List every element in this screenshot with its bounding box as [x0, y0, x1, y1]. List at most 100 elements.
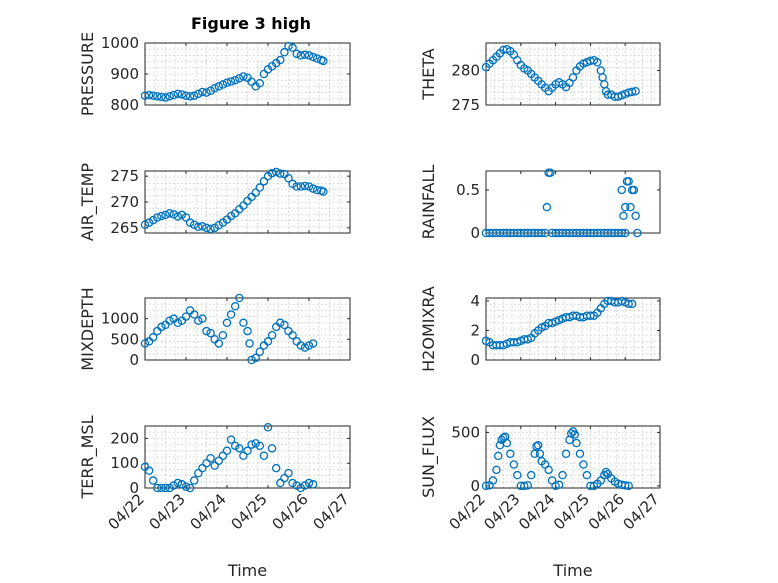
h2omixra-axes: 0 2 4 H2OMIXRA: [419, 286, 661, 372]
mixdepth-point: [214, 339, 224, 348]
pressure-point: [157, 92, 166, 102]
mixdepth-ylabel: MIXDEPTH: [78, 287, 97, 370]
terr-msl-point: [235, 444, 244, 453]
theta-point: [627, 87, 637, 97]
pressure-markers: [140, 41, 328, 102]
rainfall-ytick-label: 0.5: [456, 181, 480, 199]
pressure-point: [218, 80, 228, 89]
terr-msl-point: [206, 453, 215, 463]
pressure-point: [206, 86, 215, 95]
mixdepth-point: [251, 353, 260, 363]
sun-flux-point: [567, 429, 576, 438]
mixdepth-point: [218, 330, 228, 340]
rainfall-point: [546, 168, 555, 177]
theta-axes-box: [485, 42, 661, 106]
mixdepth-point: [153, 326, 162, 336]
air-temp-point: [284, 173, 293, 183]
mixdepth-grid: [144, 298, 351, 360]
theta-ytick-label: 280: [451, 62, 480, 80]
mixdepth-point: [226, 310, 236, 319]
sun-flux-point: [488, 476, 498, 485]
terr-msl-point: [271, 463, 281, 473]
air-temp-point: [259, 177, 269, 186]
terr-msl-xtick-label: 04/24: [187, 490, 230, 533]
terr-msl-ytick-label: 0: [129, 479, 139, 497]
sun-flux-point: [575, 449, 585, 459]
sun-flux-point: [530, 449, 539, 459]
pressure-point: [230, 75, 240, 85]
terr-msl-point: [144, 466, 154, 475]
terr-msl-point: [222, 446, 232, 456]
air-temp-ylabel: AIR_TEMP: [78, 163, 98, 241]
terr-msl-point: [214, 456, 224, 465]
terr-msl-xtick-label: 04/22: [105, 490, 148, 533]
sun-flux-xtick-label: 04/26: [585, 490, 628, 533]
mixdepth-point: [157, 322, 166, 332]
rainfall-point: [626, 202, 635, 212]
pressure-ytick-label: 1000: [101, 34, 139, 52]
theta-point: [600, 80, 609, 89]
theta-point: [631, 86, 640, 96]
terr-msl-xtick-label: 04/23: [146, 490, 189, 533]
h2omixra-ytick-label: 4: [470, 292, 480, 310]
air-temp-point: [304, 182, 314, 191]
air-temp-point: [173, 212, 183, 221]
h2omixra-ylabel: H2OMIXRA: [419, 286, 438, 372]
theta-point: [568, 73, 578, 82]
air-temp-point: [202, 223, 211, 233]
terr-msl-point: [218, 451, 228, 461]
h2omixra-point: [624, 299, 633, 309]
pressure-point: [153, 92, 162, 101]
terr-msl-point: [239, 451, 248, 461]
sun-flux-point: [535, 449, 545, 459]
terr-msl-point: [308, 480, 318, 489]
sun-flux-point: [523, 481, 533, 490]
h2omixra-point: [627, 299, 637, 309]
pressure-point: [198, 87, 207, 97]
mixdepth-point: [222, 318, 232, 328]
theta-point: [593, 58, 602, 67]
rainfall-ytick-label: 0: [470, 224, 480, 242]
mixdepth-point: [140, 339, 150, 348]
mixdepth-point: [189, 310, 199, 319]
theta-ytick-label: 275: [451, 96, 480, 114]
air-temp-point: [194, 222, 203, 232]
pressure-point: [161, 93, 170, 102]
terr-msl-xtick-label: 04/25: [228, 490, 271, 533]
air-temp-point: [308, 184, 318, 193]
pressure-point: [226, 77, 236, 86]
sun-flux-point: [506, 449, 515, 459]
pressure-ytick-label: 800: [110, 96, 139, 114]
air-temp-point: [165, 209, 174, 218]
mixdepth-point: [263, 337, 273, 346]
mixdepth-point: [181, 312, 191, 321]
sun-flux-ylabel: SUN_FLUX: [419, 416, 439, 498]
mixdepth-point: [300, 343, 310, 352]
terr-msl-point: [198, 463, 207, 473]
terr-msl-point: [276, 478, 285, 488]
pressure-point: [148, 91, 158, 100]
air-temp-point: [157, 211, 166, 221]
terr-msl-point: [173, 478, 183, 488]
pressure-point: [284, 41, 293, 51]
sun-flux-xtick-label: 04/22: [446, 490, 489, 533]
terr-msl-point: [161, 483, 170, 493]
terr-msl-point: [280, 473, 289, 483]
mixdepth-point: [148, 333, 158, 342]
terr-msl-point: [292, 481, 301, 490]
air-temp-point: [296, 182, 306, 191]
sun-flux-point: [526, 470, 536, 480]
terr-msl-xtick-label: 04/26: [269, 490, 312, 533]
mixdepth-point: [245, 339, 254, 348]
mixdepth-point: [239, 318, 248, 328]
pressure-point: [235, 74, 244, 83]
terr-msl-point: [255, 441, 265, 451]
mixdepth-point: [165, 316, 174, 325]
rainfall-markers: [481, 168, 642, 238]
terr-msl-xtick-label: 04/27: [310, 490, 353, 533]
terr-msl-point: [267, 444, 277, 453]
theta-ylabel: THETA: [419, 48, 438, 100]
terr-msl-point: [259, 451, 269, 461]
sun-flux-xtick-label: 04/24: [515, 490, 558, 533]
